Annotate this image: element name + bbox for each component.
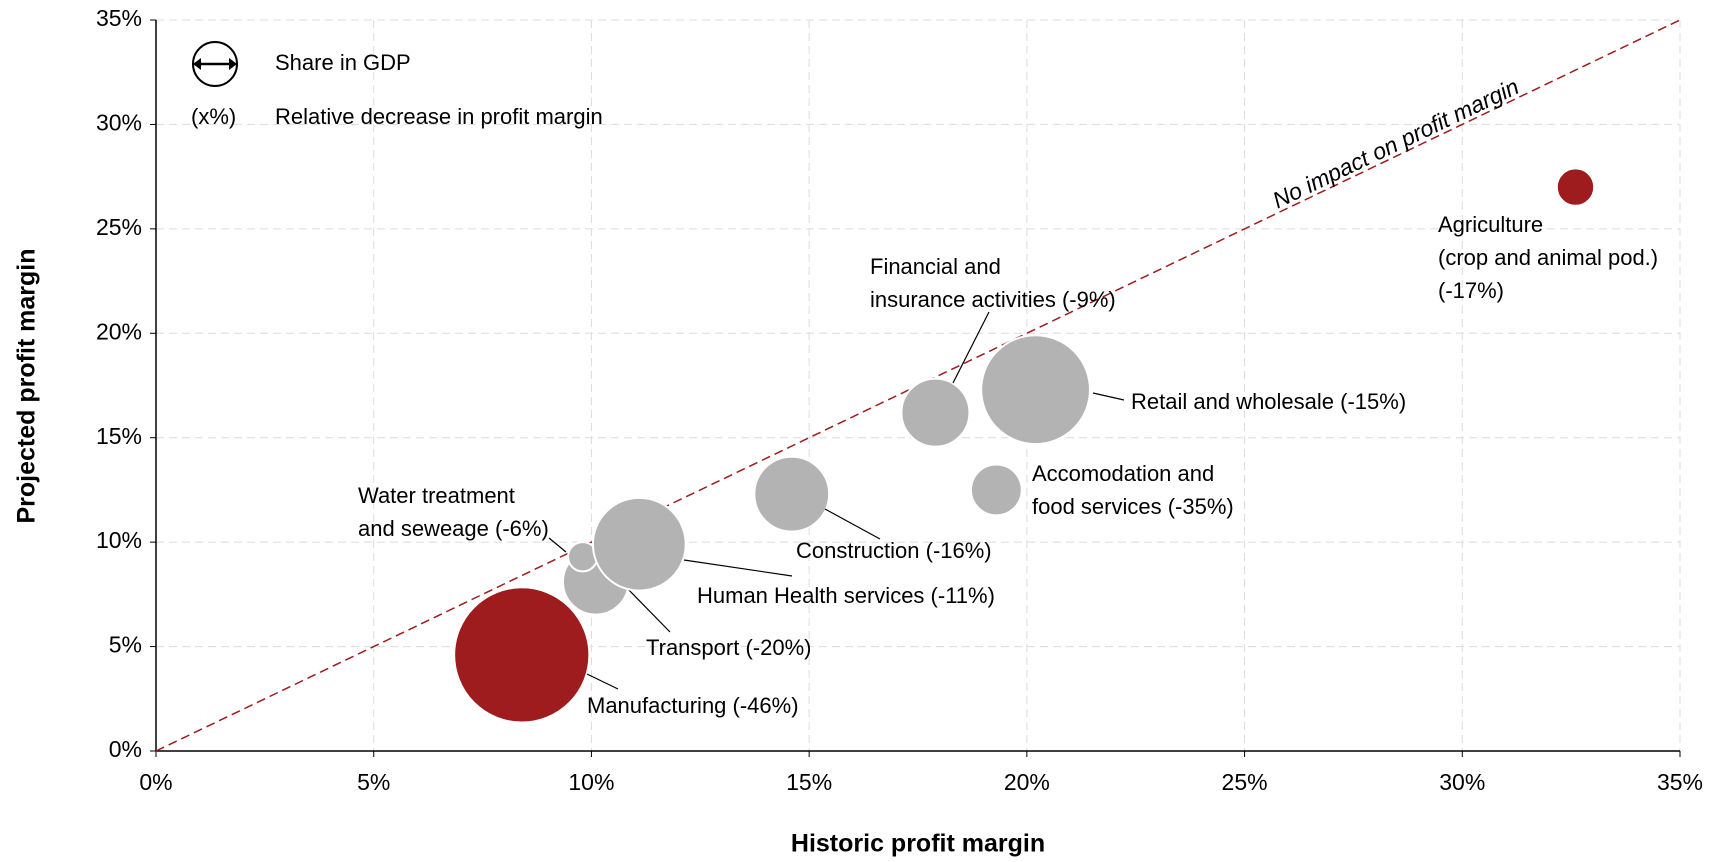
leader-line bbox=[1092, 392, 1125, 401]
x-tick-label: 0% bbox=[139, 769, 172, 795]
y-tick-label: 35% bbox=[96, 5, 142, 31]
y-tick-label: 30% bbox=[96, 110, 142, 136]
leader-line bbox=[586, 673, 619, 690]
legend-note-symbol: (x%) bbox=[191, 104, 236, 129]
bubble bbox=[969, 463, 1023, 517]
point-label: Financial and bbox=[870, 254, 1001, 279]
bubble bbox=[591, 496, 687, 592]
x-tick-label: 10% bbox=[568, 769, 614, 795]
point-label: Accomodation and bbox=[1032, 461, 1214, 486]
point-label: Agriculture bbox=[1438, 212, 1543, 237]
bubble bbox=[1555, 167, 1596, 207]
bubble bbox=[980, 334, 1091, 446]
point-label: Water treatment bbox=[358, 483, 515, 508]
leader-line bbox=[952, 311, 990, 384]
point-label: Retail and wholesale (-15%) bbox=[1131, 389, 1406, 414]
leader-line bbox=[548, 537, 567, 553]
x-tick-label: 30% bbox=[1439, 769, 1485, 795]
bubble bbox=[900, 377, 971, 448]
legend-size: Share in GDP bbox=[275, 50, 411, 75]
x-tick-label: 25% bbox=[1222, 769, 1268, 795]
y-tick-label: 0% bbox=[109, 736, 142, 762]
point-label: (crop and animal pod.) bbox=[1438, 245, 1658, 270]
y-tick-label: 20% bbox=[96, 318, 142, 344]
y-axis-title: Projected profit margin bbox=[13, 248, 41, 523]
y-tick-label: 10% bbox=[96, 527, 142, 553]
point-label: Human Health services (-11%) bbox=[697, 583, 995, 608]
point-label: Manufacturing (-46%) bbox=[587, 693, 799, 718]
bubble bbox=[453, 586, 591, 724]
point-label: and seweage (-6%) bbox=[358, 516, 549, 541]
x-tick-label: 20% bbox=[1004, 769, 1050, 795]
leader-line bbox=[683, 559, 793, 577]
y-tick-label: 5% bbox=[109, 632, 142, 658]
x-tick-label: 15% bbox=[786, 769, 832, 795]
x-tick-label: 35% bbox=[1657, 769, 1703, 795]
leader-line bbox=[623, 584, 671, 633]
legend: Share in GDP (x%) Relative decrease in p… bbox=[191, 41, 603, 129]
bubble bbox=[753, 455, 831, 533]
legend-note: Relative decrease in profit margin bbox=[275, 104, 603, 129]
point-label: Transport (-20%) bbox=[646, 635, 811, 660]
marks bbox=[155, 19, 1681, 752]
y-tick-label: 15% bbox=[96, 423, 142, 449]
x-axis-title: Historic profit margin bbox=[791, 830, 1045, 858]
y-tick-label: 25% bbox=[96, 214, 142, 240]
point-label: insurance activities (-9%) bbox=[870, 287, 1116, 312]
point-label: food services (-35%) bbox=[1032, 494, 1234, 519]
point-label: Construction (-16%) bbox=[796, 538, 992, 563]
leader-line bbox=[824, 508, 881, 540]
x-tick-label: 5% bbox=[357, 769, 390, 795]
point-label: (-17%) bbox=[1438, 278, 1504, 303]
diagonal-label: No impact on profit margin bbox=[1268, 73, 1522, 213]
